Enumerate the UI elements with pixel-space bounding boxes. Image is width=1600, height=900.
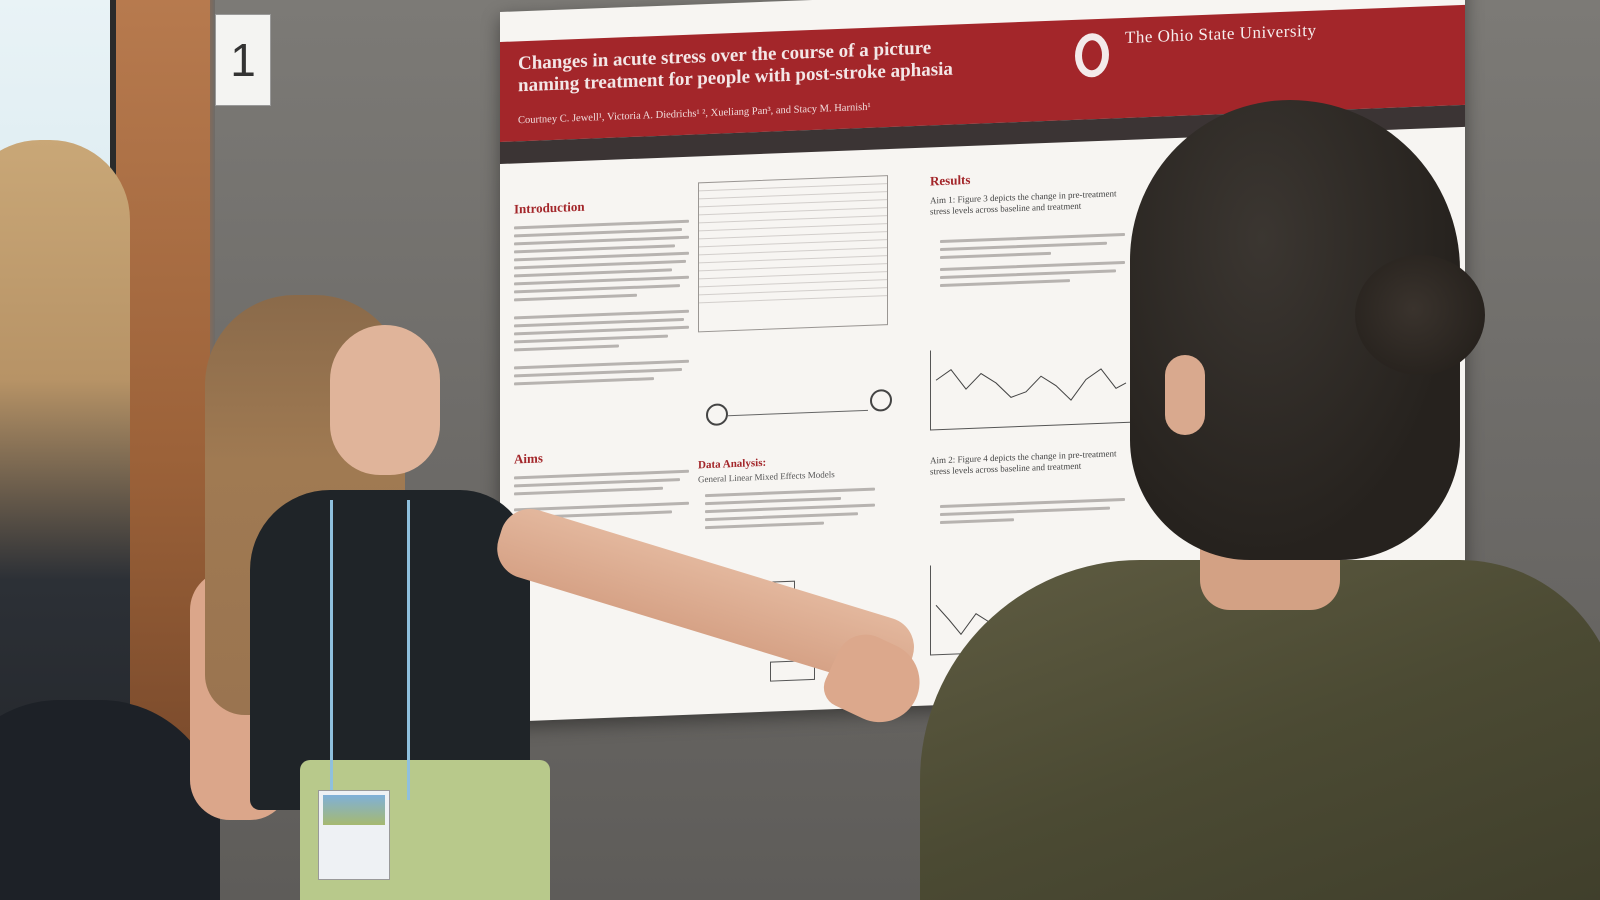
stress-scale-calm-face-icon	[706, 403, 728, 427]
figure3-series-line	[935, 368, 1127, 401]
presenter-name-badge	[318, 790, 390, 880]
data-analysis-subtitle: General Linear Mixed Effects Models	[698, 469, 835, 485]
results-aim2-text: Aim 2: Figure 4 depicts the change in pr…	[930, 448, 1117, 477]
section-data-analysis: Data Analysis:	[698, 456, 767, 472]
booth-number-card: 1	[215, 14, 271, 106]
demographics-table	[698, 175, 888, 333]
section-introduction: Introduction	[514, 198, 585, 217]
viewer-ear	[1165, 355, 1205, 435]
presenter-sleeveless-top	[250, 490, 530, 810]
stress-scale-line	[728, 409, 868, 417]
section-aims: Aims	[514, 450, 543, 467]
person-left-shoulder	[0, 700, 220, 900]
viewer-olive-jacket	[920, 560, 1600, 900]
data-analysis-bullets	[705, 487, 875, 535]
results-aim2-bullets	[940, 497, 1125, 529]
results-aim1-bullets	[940, 232, 1125, 292]
presenter-face	[330, 325, 440, 475]
viewer-hair-bun	[1355, 255, 1485, 375]
introduction-text	[514, 219, 689, 391]
section-results: Results	[930, 171, 971, 189]
badge-photo	[323, 795, 385, 825]
figure3-line-chart	[930, 342, 1130, 431]
presenter-lanyard	[330, 500, 410, 800]
results-aim1-text: Aim 1: Figure 3 depicts the change in pr…	[930, 188, 1117, 217]
stress-scale-stressed-face-icon	[870, 388, 892, 412]
